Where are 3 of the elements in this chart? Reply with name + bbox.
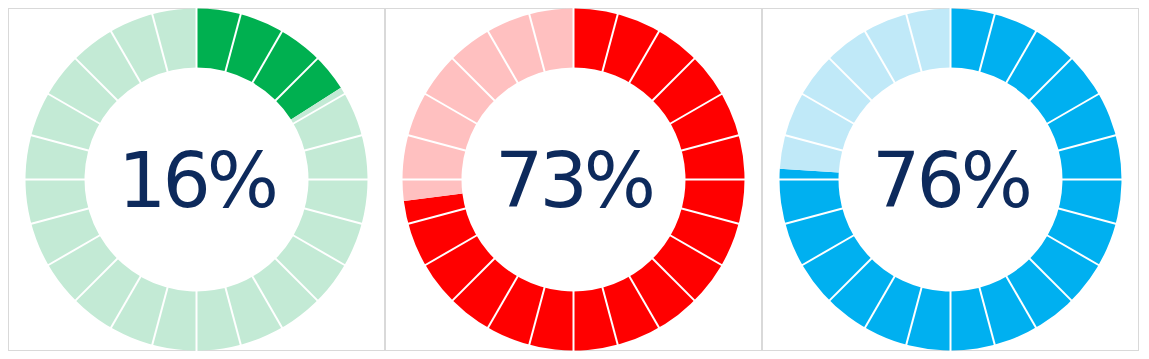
text: 73%: [495, 135, 653, 225]
text: 76%: [872, 135, 1030, 225]
text: 16%: [118, 135, 276, 225]
